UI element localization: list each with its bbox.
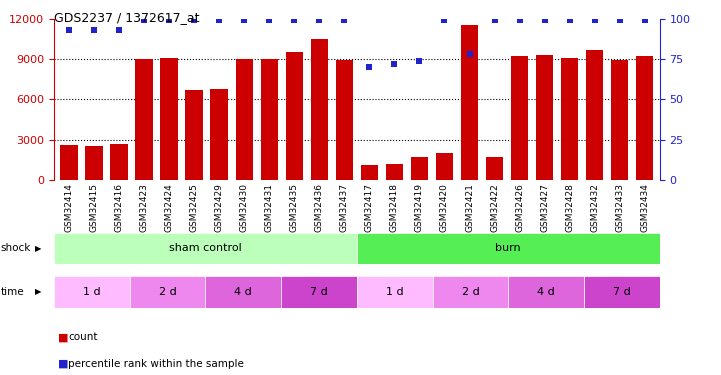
Bar bbox=[130, 276, 205, 308]
Bar bbox=[211, 88, 228, 180]
Point bbox=[564, 17, 575, 23]
Bar bbox=[411, 157, 428, 180]
Bar bbox=[636, 56, 653, 180]
Bar bbox=[536, 55, 553, 180]
Bar bbox=[61, 145, 78, 180]
Bar bbox=[110, 144, 128, 180]
Text: 2 d: 2 d bbox=[159, 286, 177, 297]
Bar bbox=[286, 53, 303, 180]
Bar bbox=[54, 232, 357, 264]
Point bbox=[138, 17, 150, 23]
Point bbox=[389, 61, 400, 67]
Bar bbox=[311, 39, 328, 180]
Text: 4 d: 4 d bbox=[234, 286, 252, 297]
Text: GDS2237 / 1372617_at: GDS2237 / 1372617_at bbox=[54, 11, 200, 24]
Bar bbox=[236, 59, 253, 180]
Bar bbox=[205, 276, 281, 308]
Bar bbox=[54, 276, 130, 308]
Point bbox=[489, 17, 500, 23]
Bar bbox=[461, 26, 478, 180]
Bar bbox=[586, 50, 603, 180]
Text: 7 d: 7 d bbox=[310, 286, 328, 297]
Point bbox=[438, 17, 450, 23]
Point bbox=[239, 17, 250, 23]
Point bbox=[363, 64, 375, 70]
Text: burn: burn bbox=[495, 243, 521, 254]
Point bbox=[188, 17, 200, 23]
Point bbox=[414, 58, 425, 64]
Bar bbox=[611, 60, 629, 180]
Point bbox=[213, 17, 225, 23]
Bar bbox=[486, 157, 503, 180]
Text: count: count bbox=[68, 333, 98, 342]
Text: time: time bbox=[1, 286, 25, 297]
Text: sham control: sham control bbox=[169, 243, 242, 254]
Text: 4 d: 4 d bbox=[537, 286, 555, 297]
Text: shock: shock bbox=[1, 243, 31, 254]
Text: ▶: ▶ bbox=[35, 244, 41, 253]
Point bbox=[89, 27, 100, 33]
Point bbox=[539, 17, 550, 23]
Point bbox=[589, 17, 601, 23]
Bar bbox=[584, 276, 660, 308]
Point bbox=[288, 17, 300, 23]
Bar bbox=[561, 58, 578, 180]
Bar bbox=[281, 276, 357, 308]
Bar bbox=[360, 165, 379, 180]
Point bbox=[264, 17, 275, 23]
Bar bbox=[185, 90, 203, 180]
Bar bbox=[508, 276, 584, 308]
Text: 1 d: 1 d bbox=[83, 286, 101, 297]
Bar bbox=[260, 59, 278, 180]
Text: 2 d: 2 d bbox=[461, 286, 479, 297]
Bar bbox=[386, 164, 403, 180]
Text: ■: ■ bbox=[58, 359, 68, 369]
Point bbox=[514, 17, 526, 23]
Bar bbox=[85, 146, 103, 180]
Bar bbox=[335, 60, 353, 180]
Point bbox=[339, 17, 350, 23]
Text: ■: ■ bbox=[58, 333, 68, 342]
Point bbox=[164, 17, 175, 23]
Bar bbox=[433, 276, 508, 308]
Text: ▶: ▶ bbox=[35, 287, 41, 296]
Bar bbox=[161, 58, 178, 180]
Point bbox=[63, 27, 75, 33]
Bar bbox=[357, 232, 660, 264]
Point bbox=[639, 17, 650, 23]
Text: 7 d: 7 d bbox=[613, 286, 631, 297]
Point bbox=[464, 51, 475, 57]
Text: 1 d: 1 d bbox=[386, 286, 404, 297]
Text: percentile rank within the sample: percentile rank within the sample bbox=[68, 359, 244, 369]
Point bbox=[113, 27, 125, 33]
Point bbox=[614, 17, 625, 23]
Point bbox=[314, 17, 325, 23]
Bar bbox=[357, 276, 433, 308]
Bar bbox=[510, 56, 528, 180]
Bar bbox=[435, 153, 454, 180]
Bar bbox=[136, 59, 153, 180]
